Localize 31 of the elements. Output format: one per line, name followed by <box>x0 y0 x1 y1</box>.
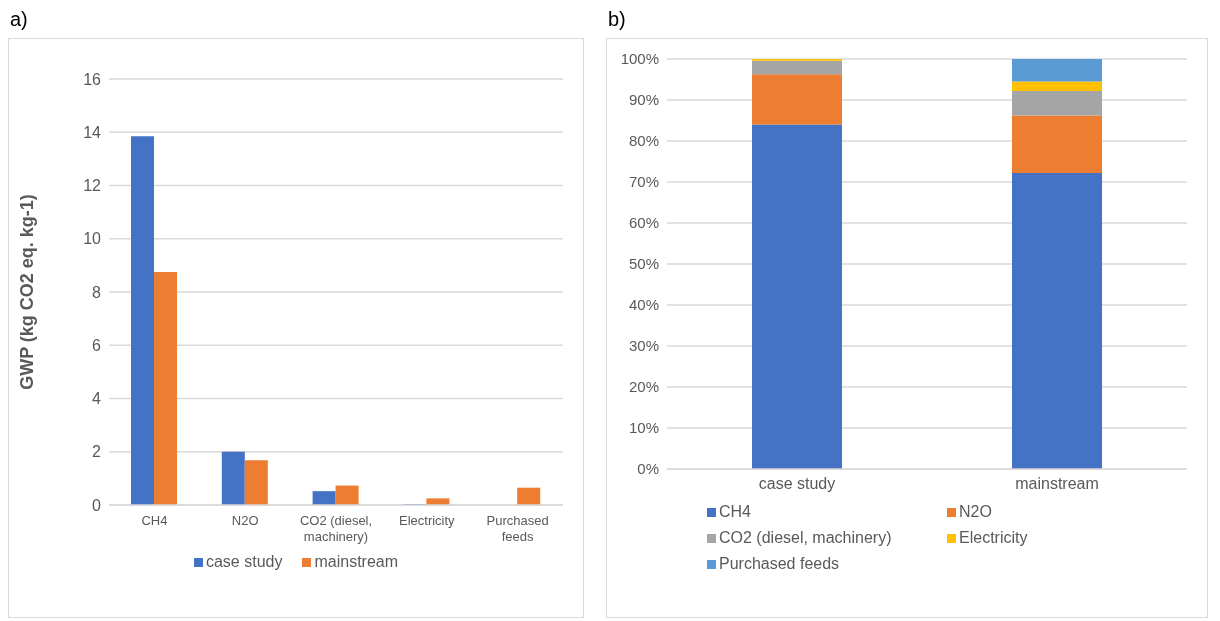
chart-title: a) <box>9 8 29 32</box>
y-tick-label: 50% <box>628 255 659 273</box>
y-tick-label: 0% <box>637 460 659 478</box>
y-tick-label: 90% <box>628 91 659 109</box>
y-tick-label: 10 <box>83 230 102 248</box>
x-tick-label: Purchased feeds <box>486 513 549 544</box>
y-axis-title: GWP (kg CO2 eq. kg-1) <box>17 194 38 390</box>
y-tick-label: 30% <box>628 337 659 355</box>
y-tick-label: 2 <box>92 443 102 461</box>
y-tick-label: 14 <box>83 123 102 141</box>
x-tick-label: CO2 (diesel, machinery) <box>299 513 373 544</box>
x-tick-label: N2O <box>231 513 259 528</box>
y-tick-label: 70% <box>628 173 659 191</box>
legend-label: case study <box>205 553 283 571</box>
y-tick-label: 60% <box>628 214 659 232</box>
y-tick-label: 0 <box>92 496 102 514</box>
y-tick-label: 10% <box>628 419 659 437</box>
chart-title: b) <box>607 8 627 32</box>
legend-label: Purchased feeds <box>719 555 840 573</box>
y-tick-label: 40% <box>628 296 659 314</box>
y-tick-label: 100% <box>620 50 659 68</box>
y-tick-label: 12 <box>83 177 102 195</box>
y-tick-label: 6 <box>92 336 102 354</box>
y-tick-label: 16 <box>83 70 102 88</box>
x-tick-label: Electricity <box>398 513 456 528</box>
y-tick-label: 20% <box>628 378 659 396</box>
legend-label: mainstream <box>314 553 399 571</box>
y-tick-label: 80% <box>628 132 659 150</box>
x-tick-label: CH4 <box>141 513 168 528</box>
y-tick-label: 8 <box>92 283 102 301</box>
y-tick-label: 4 <box>92 390 102 408</box>
